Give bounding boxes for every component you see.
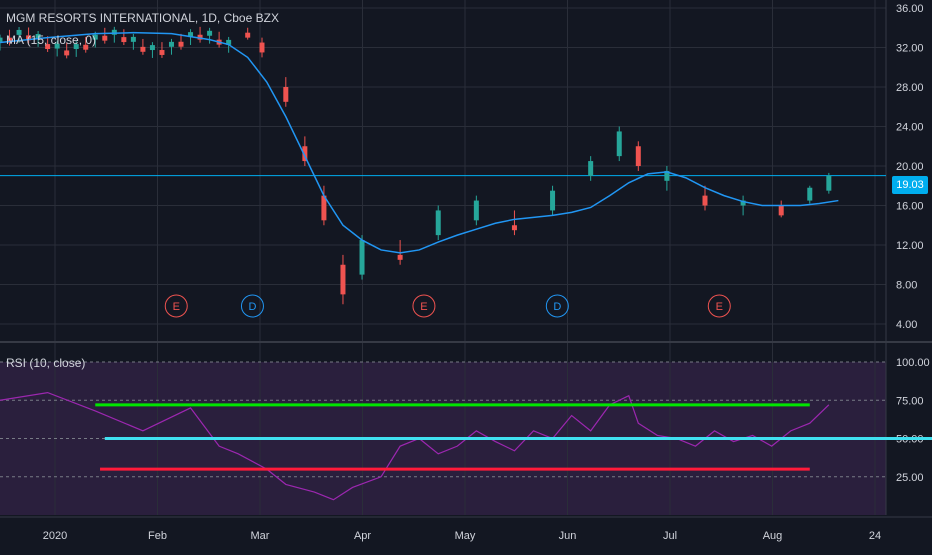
event-marker	[164, 294, 188, 318]
ma-line	[0, 31, 839, 254]
event-label: E	[716, 301, 723, 313]
candle-body	[664, 170, 670, 181]
candle-body	[302, 146, 308, 162]
candle-body	[102, 35, 108, 41]
last-price-badge: 19.03	[892, 176, 928, 194]
event-label: D	[553, 301, 561, 313]
candle-body	[178, 41, 184, 47]
candle-body	[140, 46, 146, 52]
x-tick-label: Jul	[663, 530, 677, 542]
candle-body	[245, 32, 251, 38]
candle-body	[168, 41, 174, 47]
candle-body	[550, 190, 556, 211]
x-tick-label: 2020	[43, 530, 67, 542]
candle-body	[188, 32, 194, 38]
candle-body	[54, 43, 60, 49]
x-tick-label: 24	[869, 530, 881, 542]
candle-body	[73, 44, 79, 49]
rsi-legend: RSI (10, close)	[6, 356, 86, 370]
event-label: E	[420, 301, 427, 313]
x-tick-label: May	[455, 530, 476, 542]
rsi-line	[0, 391, 830, 501]
candle-body	[197, 34, 203, 40]
candle-body	[359, 240, 365, 275]
event-marker	[545, 294, 569, 318]
event-marker	[707, 294, 731, 318]
candle-body	[635, 146, 641, 166]
candle-body	[130, 36, 136, 42]
candle-body	[83, 44, 89, 50]
candle-body	[473, 200, 479, 221]
candle-body	[397, 254, 403, 260]
candle-body	[321, 195, 327, 221]
event-label: D	[248, 301, 256, 313]
candle-body	[7, 37, 13, 43]
candle-body	[778, 205, 784, 216]
candle-body	[588, 161, 594, 176]
y-tick-label: 16.00	[896, 201, 924, 213]
candle-body	[259, 42, 265, 53]
candle-body	[740, 200, 746, 206]
x-tick-label: Jun	[559, 530, 577, 542]
candle-body	[511, 225, 517, 231]
candle-body	[16, 29, 22, 35]
x-tick-label: Mar	[251, 530, 270, 542]
rsi-tick-label: 100.00	[896, 357, 930, 369]
y-tick-label: 4.00	[896, 319, 917, 331]
y-tick-label: 32.00	[896, 43, 924, 55]
x-tick-label: Apr	[354, 530, 371, 542]
candle-body	[435, 210, 441, 236]
candle-body	[226, 39, 232, 45]
y-tick-label: 24.00	[896, 122, 924, 134]
y-tick-label: 8.00	[896, 280, 917, 292]
candle-body	[283, 87, 289, 102]
candle-body	[149, 45, 155, 51]
x-tick-label: Aug	[763, 530, 783, 542]
candle-body	[616, 131, 622, 157]
candle-body	[0, 37, 3, 43]
candle-body	[92, 34, 98, 40]
y-tick-label: 12.00	[896, 240, 924, 252]
x-tick-label: Feb	[148, 530, 167, 542]
candle-body	[35, 34, 41, 39]
rsi-tick-label: 25.00	[896, 472, 924, 484]
candle-body	[702, 195, 708, 206]
candle-body	[111, 29, 117, 35]
rsi-tick-label: 75.00	[896, 395, 924, 407]
candle-body	[207, 30, 213, 36]
y-tick-label: 36.00	[896, 3, 924, 15]
ma-legend: MA (15, close, 0)	[6, 33, 97, 47]
candle-body	[340, 264, 346, 295]
event-label: E	[173, 301, 180, 313]
candle-body	[159, 50, 165, 55]
candle-body	[45, 44, 51, 50]
candle-body	[826, 175, 832, 191]
candle-body	[121, 37, 127, 43]
candle-body	[807, 187, 813, 201]
chart-title: MGM RESORTS INTERNATIONAL, 1D, Cboe BZX	[6, 11, 279, 25]
event-marker	[412, 294, 436, 318]
y-tick-label: 28.00	[896, 82, 924, 94]
candle-body	[26, 35, 32, 41]
y-tick-label: 20.00	[896, 161, 924, 173]
candle-body	[64, 50, 70, 56]
event-marker	[240, 294, 264, 318]
